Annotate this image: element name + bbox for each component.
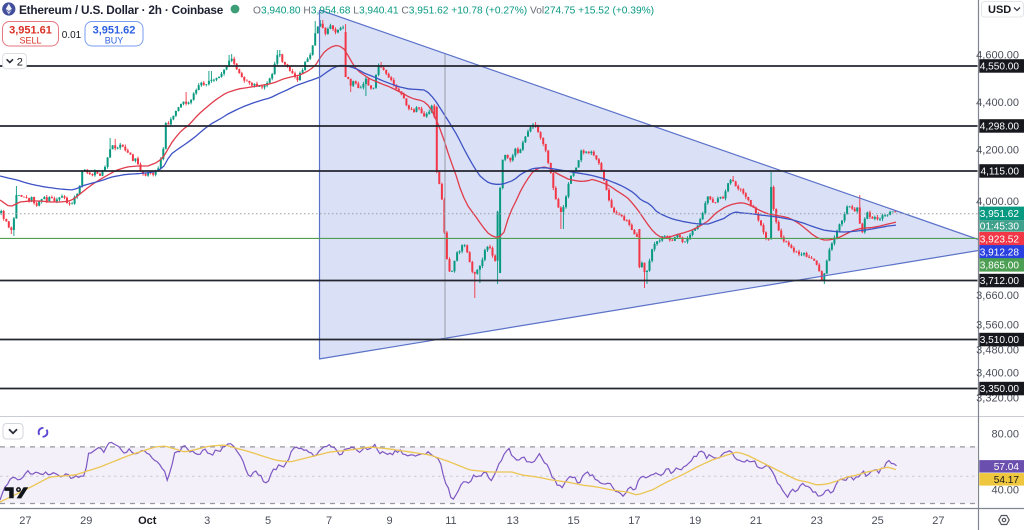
svg-text:4,550.00: 4,550.00 [980, 62, 1020, 73]
svg-text:Ethereum / U.S. Dollar · 2h ·: Ethereum / U.S. Dollar · 2h · Coinbase [19, 3, 224, 17]
svg-text:3,951.62: 3,951.62 [93, 25, 136, 37]
svg-text:0.01: 0.01 [62, 30, 82, 41]
svg-text:3,560.00: 3,560.00 [976, 319, 1019, 331]
svg-text:57.04: 57.04 [994, 462, 1020, 473]
svg-text:O3,940.80 H3,954.68 L3,940.41: O3,940.80 H3,954.68 L3,940.41 C3,951.62 … [253, 6, 654, 17]
svg-text:3,660.00: 3,660.00 [976, 290, 1019, 302]
svg-text:4,115.00: 4,115.00 [980, 167, 1019, 178]
svg-text:3,712.00: 3,712.00 [980, 276, 1020, 287]
svg-text:19: 19 [689, 515, 701, 527]
svg-text:SELL: SELL [19, 36, 41, 46]
svg-text:01:45:30: 01:45:30 [980, 222, 1020, 233]
svg-text:3,865.00: 3,865.00 [980, 261, 1020, 272]
svg-text:3,951.62: 3,951.62 [980, 209, 1020, 220]
svg-text:11: 11 [445, 515, 456, 527]
svg-text:7: 7 [326, 515, 332, 527]
svg-text:80.00: 80.00 [991, 428, 1019, 440]
svg-text:2: 2 [17, 56, 23, 68]
svg-text:5: 5 [265, 515, 271, 527]
svg-text:27: 27 [19, 515, 31, 527]
svg-text:9: 9 [386, 515, 392, 527]
svg-text:3,510.00: 3,510.00 [980, 335, 1020, 346]
svg-text:3,400.00: 3,400.00 [976, 368, 1019, 380]
svg-text:25: 25 [871, 515, 883, 527]
svg-text:13: 13 [507, 515, 519, 527]
svg-text:21: 21 [750, 515, 762, 527]
svg-text:15: 15 [567, 515, 579, 527]
svg-text:4,000.00: 4,000.00 [976, 196, 1019, 208]
svg-text:4,400.00: 4,400.00 [976, 97, 1019, 109]
svg-text:3,320.00: 3,320.00 [976, 393, 1019, 405]
svg-text:USD: USD [988, 4, 1011, 16]
svg-text:27: 27 [932, 515, 944, 527]
svg-text:3,923.52: 3,923.52 [980, 234, 1020, 245]
svg-text:17: 17 [628, 515, 640, 527]
svg-text:4,600.00: 4,600.00 [976, 49, 1019, 61]
svg-text:4,298.00: 4,298.00 [980, 122, 1020, 133]
svg-text:3,912.28: 3,912.28 [980, 248, 1020, 259]
svg-text:3,350.00: 3,350.00 [980, 384, 1020, 395]
svg-text:3,480.00: 3,480.00 [976, 344, 1019, 356]
svg-text:BUY: BUY [105, 36, 124, 46]
svg-text:3: 3 [204, 515, 210, 527]
svg-text:Oct: Oct [138, 515, 157, 527]
svg-text:4,200.00: 4,200.00 [976, 144, 1019, 156]
svg-text:3,951.61: 3,951.61 [9, 25, 52, 37]
svg-text:40.00: 40.00 [991, 485, 1019, 497]
svg-text:29: 29 [80, 515, 92, 527]
svg-text:23: 23 [811, 515, 823, 527]
svg-text:54.17: 54.17 [994, 475, 1020, 486]
